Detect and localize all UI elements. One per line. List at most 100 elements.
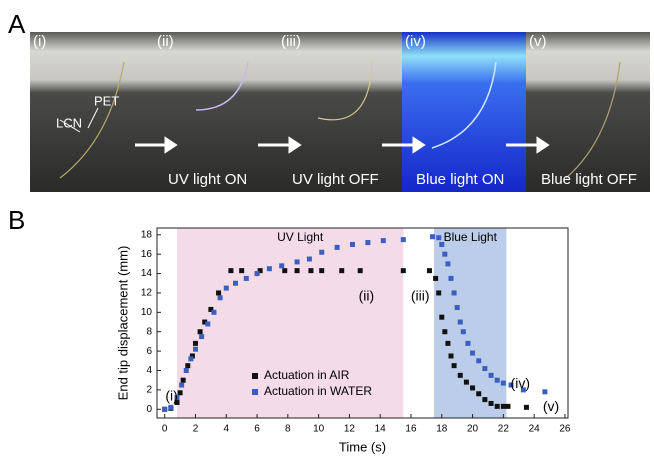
photo bbox=[30, 32, 154, 192]
x-tick-label: 24 bbox=[529, 424, 541, 435]
data-point bbox=[358, 268, 363, 273]
data-point bbox=[178, 390, 183, 395]
data-point bbox=[339, 268, 344, 273]
frame-caption: Blue light OFF bbox=[541, 171, 637, 188]
data-point bbox=[319, 268, 324, 273]
data-point bbox=[244, 276, 249, 281]
photo bbox=[154, 32, 278, 192]
photo bbox=[402, 32, 526, 192]
data-point bbox=[436, 290, 441, 295]
data-point bbox=[455, 305, 460, 310]
photo-strip: (i) (ii) (iii) (iv) (v) LCN PET UV light… bbox=[30, 32, 650, 192]
data-point bbox=[482, 397, 487, 402]
frame-caption: UV light ON bbox=[168, 171, 247, 188]
x-tick-label: 16 bbox=[405, 424, 417, 435]
frame-label: (i) bbox=[33, 33, 46, 50]
data-point bbox=[228, 268, 233, 273]
data-point bbox=[501, 404, 506, 409]
x-tick-label: 4 bbox=[223, 424, 229, 435]
data-point bbox=[505, 404, 510, 409]
data-point bbox=[193, 341, 198, 346]
legend-label: Actuation in WATER bbox=[264, 384, 372, 398]
data-point bbox=[495, 404, 500, 409]
data-point bbox=[218, 295, 223, 300]
data-point bbox=[401, 268, 406, 273]
x-tick-label: 6 bbox=[254, 424, 260, 435]
data-point bbox=[279, 263, 284, 268]
data-point bbox=[239, 268, 244, 273]
data-point bbox=[433, 276, 438, 281]
y-axis-title: End tip displacement (mm) bbox=[115, 246, 130, 401]
data-point bbox=[501, 381, 506, 386]
data-point bbox=[381, 238, 386, 243]
data-point bbox=[542, 389, 547, 394]
data-point bbox=[442, 329, 447, 334]
frame-label: (ii) bbox=[157, 33, 174, 50]
legend-marker bbox=[252, 373, 258, 379]
data-point bbox=[461, 329, 466, 334]
data-point bbox=[188, 356, 193, 361]
x-axis-title: Time (s) bbox=[339, 439, 386, 454]
annotation: (iv) bbox=[511, 375, 530, 391]
y-tick-label: 12 bbox=[141, 288, 153, 299]
y-tick-label: 14 bbox=[141, 268, 153, 279]
data-point bbox=[427, 268, 432, 273]
data-point bbox=[181, 378, 186, 383]
photo bbox=[278, 32, 402, 192]
frame-label: (v) bbox=[529, 33, 547, 50]
data-point bbox=[185, 363, 190, 368]
y-tick-label: 2 bbox=[146, 385, 152, 396]
data-point bbox=[458, 373, 463, 378]
data-point bbox=[452, 363, 457, 368]
strip-annotation: PET bbox=[94, 93, 119, 108]
frame-label: (iii) bbox=[281, 33, 301, 50]
data-point bbox=[476, 358, 481, 363]
data-point bbox=[184, 368, 189, 373]
data-point bbox=[216, 290, 221, 295]
data-point bbox=[282, 268, 287, 273]
data-point bbox=[205, 321, 210, 326]
x-tick-label: 20 bbox=[467, 424, 479, 435]
data-point bbox=[319, 250, 324, 255]
x-tick-label: 14 bbox=[375, 424, 387, 435]
data-point bbox=[465, 341, 470, 346]
data-point bbox=[524, 405, 529, 410]
x-tick-label: 12 bbox=[344, 424, 356, 435]
frame-caption: Blue light ON bbox=[416, 171, 504, 188]
data-point bbox=[224, 286, 229, 291]
data-point bbox=[199, 334, 204, 339]
data-point bbox=[445, 341, 450, 346]
legend-marker bbox=[252, 389, 258, 395]
data-point bbox=[168, 405, 173, 410]
data-point bbox=[439, 242, 444, 247]
panel-label: A bbox=[8, 9, 26, 39]
photo bbox=[526, 32, 650, 192]
data-point bbox=[401, 237, 406, 242]
annotation: (iii) bbox=[411, 288, 430, 304]
chart: UV LightBlue Light0246810121416182022242… bbox=[115, 228, 570, 454]
data-point bbox=[179, 383, 184, 388]
data-point bbox=[193, 347, 198, 352]
y-tick-label: 18 bbox=[141, 229, 153, 240]
data-point bbox=[198, 329, 203, 334]
data-point bbox=[476, 391, 481, 396]
frame-caption: UV light OFF bbox=[292, 171, 379, 188]
data-point bbox=[445, 261, 450, 266]
annotation: (i) bbox=[165, 387, 177, 403]
data-point bbox=[495, 378, 500, 383]
x-tick-label: 0 bbox=[162, 424, 168, 435]
data-point bbox=[449, 276, 454, 281]
x-tick-label: 26 bbox=[559, 424, 571, 435]
region-label: UV Light bbox=[277, 230, 324, 244]
y-tick-label: 16 bbox=[141, 249, 153, 260]
data-point bbox=[365, 240, 370, 245]
data-point bbox=[464, 380, 469, 385]
data-point bbox=[442, 252, 447, 257]
data-point bbox=[436, 235, 441, 240]
annotation: (v) bbox=[543, 398, 559, 414]
data-point bbox=[307, 257, 312, 262]
data-point bbox=[211, 310, 216, 315]
panel-label: B bbox=[8, 205, 25, 235]
region-label: Blue Light bbox=[444, 230, 498, 244]
y-tick-label: 0 bbox=[146, 404, 152, 415]
